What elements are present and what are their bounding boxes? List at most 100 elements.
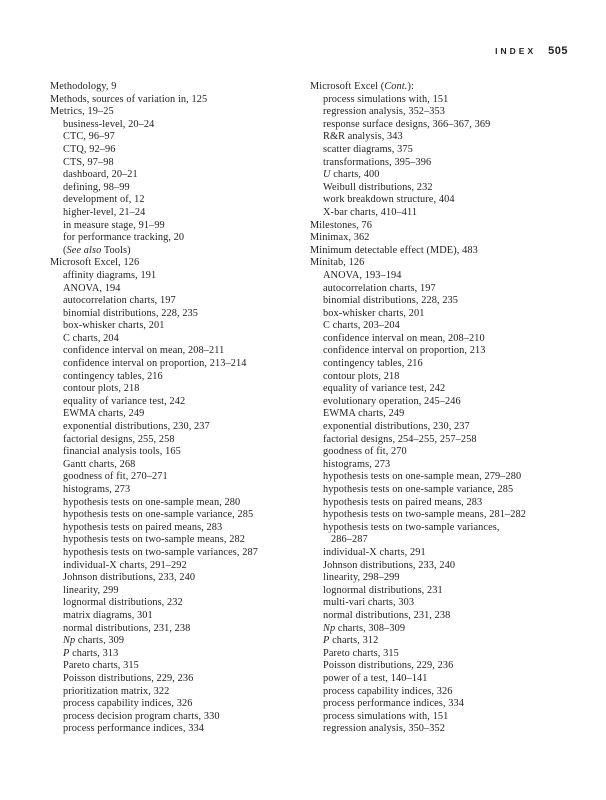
index-entry: contingency tables, 216	[323, 358, 423, 370]
index-entry: box-whisker charts, 201	[63, 320, 165, 332]
index-entry: EWMA charts, 249	[63, 408, 145, 420]
index-entry: development of, 12	[63, 194, 145, 206]
index-entry: histograms, 273	[323, 458, 391, 470]
index-entry: individual-X charts, 291–292	[63, 559, 187, 571]
index-entry: Milestones, 76	[310, 219, 373, 231]
index-entry: P charts, 313	[63, 647, 119, 659]
index-entry: Minitab, 126	[310, 257, 365, 269]
index-entry: dashboard, 20–21	[63, 169, 138, 181]
index-entry: binomial distributions, 228, 235	[323, 295, 459, 307]
index-entry: lognormal distributions, 231	[323, 584, 443, 596]
index-entry: exponential distributions, 230, 237	[323, 421, 470, 433]
index-entry: multi-vari charts, 303	[323, 597, 415, 609]
index-entry: linearity, 298–299	[323, 572, 400, 584]
index-entry: CTS, 97–98	[63, 156, 114, 168]
index-entry: transformations, 395–396	[323, 156, 432, 168]
index-entry: Poisson distributions, 229, 236	[323, 660, 454, 672]
index-entry: autocorrelation charts, 197	[323, 282, 436, 294]
index-entry: exponential distributions, 230, 237	[63, 421, 210, 433]
index-entry: normal distributions, 231, 238	[323, 609, 451, 621]
index-entry: Johnson distributions, 233, 240	[63, 572, 196, 584]
index-entry: financial analysis tools, 165	[63, 446, 181, 458]
index-column-right: Microsoft Excel (Cont.): process simulati…	[310, 81, 580, 736]
index-entry: X-bar charts, 410–411	[323, 206, 418, 218]
index-entry: Pareto charts, 315	[63, 660, 139, 672]
index-entry: process capability indices, 326	[323, 685, 453, 697]
index-entry: ANOVA, 193–194	[323, 269, 402, 281]
index-entry: hypothesis tests on one-sample variance,…	[63, 509, 254, 521]
index-entry: CTQ, 92–96	[63, 143, 116, 155]
index-entry: CTC, 96–97	[63, 131, 115, 143]
index-entry: contour plots, 218	[63, 383, 140, 395]
index-entry: higher-level, 21–24	[63, 206, 146, 218]
running-head: INDEX	[495, 46, 537, 56]
index-entry: hypothesis tests on paired means, 283	[63, 521, 223, 533]
index-entry: hypothesis tests on one-sample mean, 280	[63, 496, 241, 508]
index-entry: P charts, 312	[323, 635, 379, 647]
index-entry: Microsoft Excel, 126	[50, 257, 140, 269]
index-entry: regression analysis, 350–352	[323, 723, 446, 735]
index-entry: process performance indices, 334	[63, 723, 205, 735]
index-entry: hypothesis tests on one-sample mean, 279…	[323, 471, 522, 483]
index-entry: goodness of fit, 270–271	[63, 471, 168, 483]
index-entry: in measure stage, 91–99	[63, 219, 165, 231]
index-entry: confidence interval on proportion, 213–2…	[63, 358, 247, 370]
index-entry: ANOVA, 194	[63, 282, 121, 294]
index-entry: process capability indices, 326	[63, 698, 193, 710]
page-header: INDEX 505	[495, 41, 568, 59]
index-entry: Microsoft Excel (Cont.):	[310, 81, 414, 92]
index-entry: (See also Tools)	[63, 244, 131, 256]
index-entry: hypothesis tests on two-sample means, 28…	[63, 534, 245, 546]
index-entry: process decision program charts, 330	[63, 710, 220, 722]
index-entry: histograms, 273	[63, 484, 131, 495]
index-entry: affinity diagrams, 191	[63, 269, 157, 281]
index-entry: U charts, 400	[323, 169, 380, 181]
index-entry: factorial designs, 254–255, 257–258	[323, 433, 477, 445]
index-entry: defining, 98–99	[63, 181, 130, 193]
index-entry: hypothesis tests on two-sample variances…	[63, 546, 258, 558]
index-entry: equality of variance test, 242	[63, 395, 186, 407]
index-entry: power of a test, 140–141	[323, 672, 428, 684]
index-columns: Methodology, 9 Methods, sources of variat…	[50, 81, 580, 736]
index-entry: linearity, 299	[63, 584, 119, 596]
index-entry: C charts, 204	[63, 332, 119, 344]
index-entry: prioritization matrix, 322	[63, 685, 170, 697]
index-entry: equality of variance test, 242	[323, 383, 446, 395]
index-entry: factorial designs, 255, 258	[63, 433, 175, 445]
index-entry: process performance indices, 334	[323, 698, 465, 710]
index-entry: contour plots, 218	[323, 370, 400, 382]
index-entry: contingency tables, 216	[63, 370, 163, 382]
index-entry: confidence interval on proportion, 213	[323, 345, 486, 357]
index-entry: Weibull distributions, 232	[323, 181, 433, 193]
index-entry: business-level, 20–24	[63, 118, 155, 130]
index-entry: hypothesis tests on two-sample means, 28…	[323, 509, 526, 521]
index-entry: regression analysis, 352–353	[323, 106, 446, 118]
index-column-left: Methodology, 9 Methods, sources of variat…	[50, 81, 310, 736]
index-entry: hypothesis tests on paired means, 283	[323, 496, 483, 508]
index-entry: confidence interval on mean, 208–210	[323, 332, 485, 344]
index-entry: matrix diagrams, 301	[63, 609, 153, 621]
index-entry: autocorrelation charts, 197	[63, 295, 176, 307]
index-entry: Methodology, 9	[50, 81, 117, 92]
index-entry: Poisson distributions, 229, 236	[63, 672, 194, 684]
index-entry: process simulations with, 151	[323, 93, 449, 105]
index-entry: Johnson distributions, 233, 240	[323, 559, 456, 571]
index-entry: Np charts, 309	[63, 635, 125, 647]
index-entry: hypothesis tests on one-sample variance,…	[323, 484, 514, 495]
index-entry: response surface designs, 366–367, 369	[323, 118, 491, 130]
index-entry: Gantt charts, 268	[63, 458, 136, 470]
index-entry: evolutionary operation, 245–246	[323, 395, 461, 407]
index-entry: Methods, sources of variation in, 125	[50, 93, 208, 105]
index-entry: box-whisker charts, 201	[323, 307, 425, 319]
index-entry: Pareto charts, 315	[323, 647, 399, 659]
index-entry: normal distributions, 231, 238	[63, 622, 191, 634]
index-entry: Np charts, 308–309	[323, 622, 406, 634]
index-entry: scatter diagrams, 375	[323, 143, 413, 155]
index-entry: Minimum detectable effect (MDE), 483	[310, 244, 478, 256]
index-entry: EWMA charts, 249	[323, 408, 405, 420]
index-entry: binomial distributions, 228, 235	[63, 307, 199, 319]
index-entry: for performance tracking, 20	[63, 232, 185, 244]
index-entry: C charts, 203–204	[323, 320, 400, 332]
index-entry: hypothesis tests on two-sample variances…	[323, 521, 500, 533]
index-entry: 286–287	[331, 534, 368, 546]
